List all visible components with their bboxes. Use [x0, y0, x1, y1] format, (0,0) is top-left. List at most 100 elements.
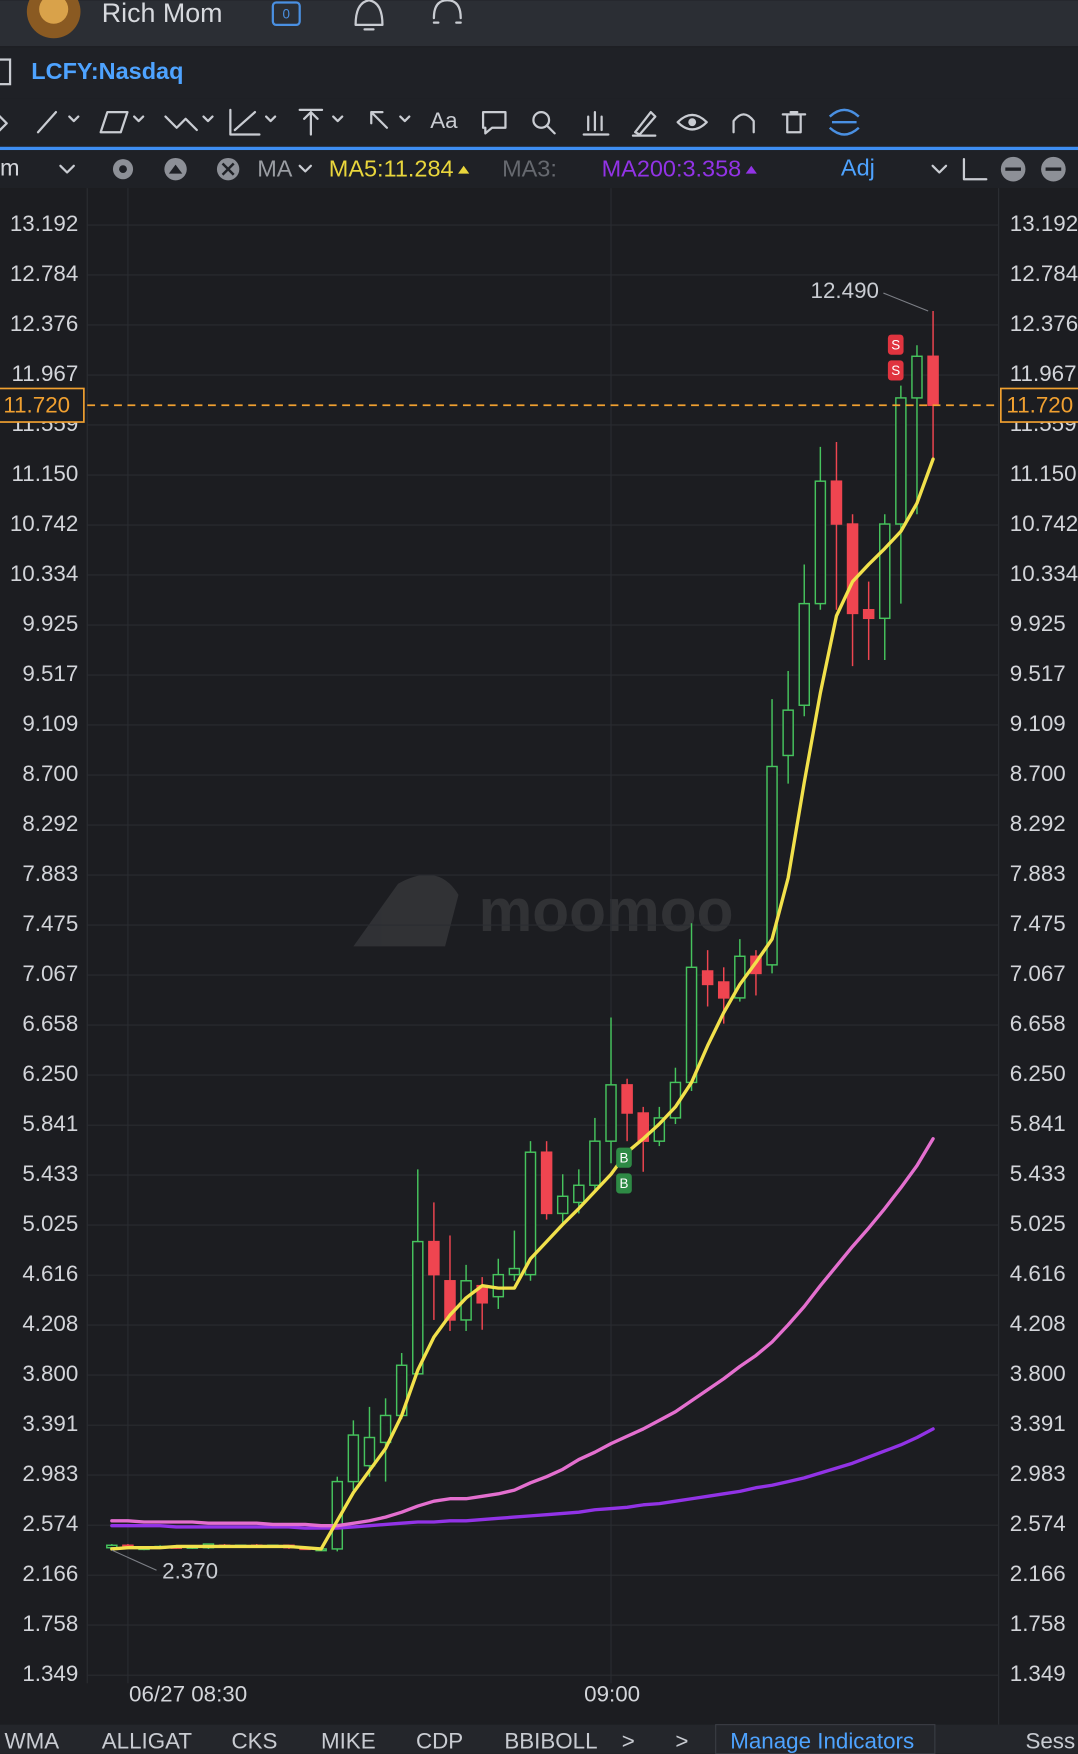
price-tag-label: 11.720 [3, 392, 70, 417]
user-name[interactable]: Rich Mom [102, 0, 223, 28]
y-tick-label-left: 7.883 [22, 861, 78, 886]
price-tag-label: 11.720 [1006, 392, 1073, 417]
indicator-tab[interactable]: MIKE [321, 1728, 376, 1753]
session-tab[interactable]: Sess [1025, 1728, 1075, 1753]
y-tick-label-right: 3.391 [1010, 1411, 1066, 1436]
trade-signal-label: B [620, 1176, 629, 1191]
y-tick-label-left: 12.376 [10, 311, 78, 336]
y-tick-label-right: 11.967 [1010, 361, 1077, 386]
eye-tool[interactable] [676, 113, 708, 131]
y-tick-label-left: 5.433 [22, 1161, 78, 1186]
y-tick-label-left: 12.784 [10, 261, 78, 286]
cursor-tool[interactable] [0, 112, 8, 134]
y-tick-label-right: 4.208 [1010, 1311, 1066, 1336]
y-tick-label-right: 9.925 [1010, 611, 1066, 636]
x-tick-label: 06/27 08:30 [129, 1681, 247, 1706]
candle-body [830, 480, 843, 525]
period-selector[interactable]: m [0, 154, 20, 180]
symbol[interactable]: LCFY:Nasdaq [31, 58, 183, 84]
y-tick-label-left: 7.067 [22, 961, 78, 986]
axis-icon[interactable] [962, 157, 988, 181]
trend-arrow [458, 165, 470, 174]
y-tick-label-right: 12.784 [1010, 261, 1078, 286]
y-tick-label-left: 4.616 [22, 1261, 78, 1286]
y-tick-label-left: 7.475 [22, 911, 78, 936]
legend-entry[interactable]: MA3: [502, 155, 557, 181]
candle-body [524, 1151, 537, 1276]
delete-tool[interactable] [781, 110, 807, 134]
candle-body [556, 1195, 569, 1215]
support-icon[interactable] [432, 0, 462, 24]
ma-line [110, 457, 935, 1551]
measure-tool[interactable] [298, 108, 344, 136]
y-tick-label-left: 6.250 [22, 1061, 78, 1086]
indicator-tab[interactable]: CDP [416, 1728, 463, 1753]
candle-body [879, 523, 891, 620]
y-tick-label-right: 6.658 [1010, 1011, 1066, 1036]
plot: 13.192 13.192 12.784 12.784 12.376 12.376 11.9… [0, 188, 1078, 1706]
legend-entry[interactable]: MA5:11.284 [329, 155, 454, 181]
panel-icon[interactable] [0, 58, 12, 86]
candle-body [347, 1434, 360, 1483]
y-tick-label-right: 7.475 [1010, 911, 1066, 936]
y-tick-label-left: 13.192 [10, 211, 78, 236]
header-bar [0, 0, 1078, 47]
indicator-tab[interactable]: WMA [4, 1728, 59, 1753]
ma-legend: MA5:11.284 MA3: MA200:3.358 [329, 155, 757, 181]
y-tick-label-right: 3.800 [1010, 1361, 1066, 1386]
message-icon[interactable] [271, 1, 301, 27]
indicator-tab[interactable]: > [622, 1728, 635, 1753]
y-tick-label-right: 6.250 [1010, 1061, 1066, 1086]
indicator-tab[interactable]: CKS [231, 1728, 277, 1753]
y-tick-label-right: 9.517 [1010, 661, 1066, 686]
pattern-tool[interactable] [582, 110, 610, 136]
text-tool[interactable]: Aa [430, 108, 458, 133]
candle-body [685, 966, 698, 1084]
bell-icon[interactable] [354, 0, 384, 31]
settings-hole [119, 165, 127, 174]
y-tick-label-right: 8.700 [1010, 761, 1066, 786]
indicator-tab[interactable]: BBIBOLL [504, 1728, 597, 1753]
wave-tool[interactable] [164, 115, 214, 132]
y-tick-label-left: 5.025 [22, 1211, 78, 1236]
line-tool[interactable] [36, 110, 80, 134]
candle-body [621, 1084, 633, 1114]
message-badge: 0 [283, 6, 290, 21]
zoom-tool[interactable] [532, 110, 551, 129]
candle-body [605, 1084, 617, 1142]
avatar-rose [39, 0, 69, 24]
manage-indicators[interactable]: Manage Indicators [730, 1728, 914, 1753]
indicator-caret[interactable] [298, 164, 312, 173]
ma-line [110, 1137, 935, 1528]
y-tick-label-right: 2.983 [1010, 1461, 1066, 1486]
toolbar-divider [0, 146, 1078, 151]
candle-body [492, 1273, 505, 1298]
period-caret[interactable] [59, 164, 75, 174]
indicator-tab[interactable]: ALLIGAT [102, 1728, 193, 1753]
arrow-tool[interactable] [370, 110, 411, 129]
sync-tool[interactable] [828, 108, 860, 136]
candle-body [412, 1240, 424, 1375]
y-tick-label-right: 10.334 [1010, 561, 1078, 586]
pen-tool[interactable] [631, 110, 657, 137]
y-tick-label-left: 5.841 [22, 1111, 78, 1136]
y-tick-label-right: 11.150 [1010, 461, 1077, 486]
adjust-selector[interactable]: Adj [841, 154, 875, 180]
adjust-caret[interactable] [931, 164, 948, 174]
y-tick-label-left: 10.742 [10, 511, 78, 536]
magnet-tool[interactable] [732, 113, 755, 134]
note-tool[interactable] [481, 110, 507, 135]
fib-tool[interactable] [229, 108, 277, 136]
y-tick-label-left: 1.349 [22, 1661, 78, 1686]
y-tick-label-left: 8.292 [22, 811, 78, 836]
indicator-name[interactable]: MA [257, 155, 293, 181]
channel-tool[interactable] [99, 110, 145, 134]
candle-body [814, 480, 827, 605]
candle-body [508, 1267, 521, 1276]
y-tick-label-right: 2.574 [1010, 1511, 1066, 1536]
candle-body [895, 397, 907, 525]
trade-signal [616, 1173, 632, 1194]
legend-entry[interactable]: MA200:3.358 [602, 155, 742, 181]
indicator-tab[interactable]: > [675, 1728, 688, 1753]
candle-body [911, 355, 923, 399]
